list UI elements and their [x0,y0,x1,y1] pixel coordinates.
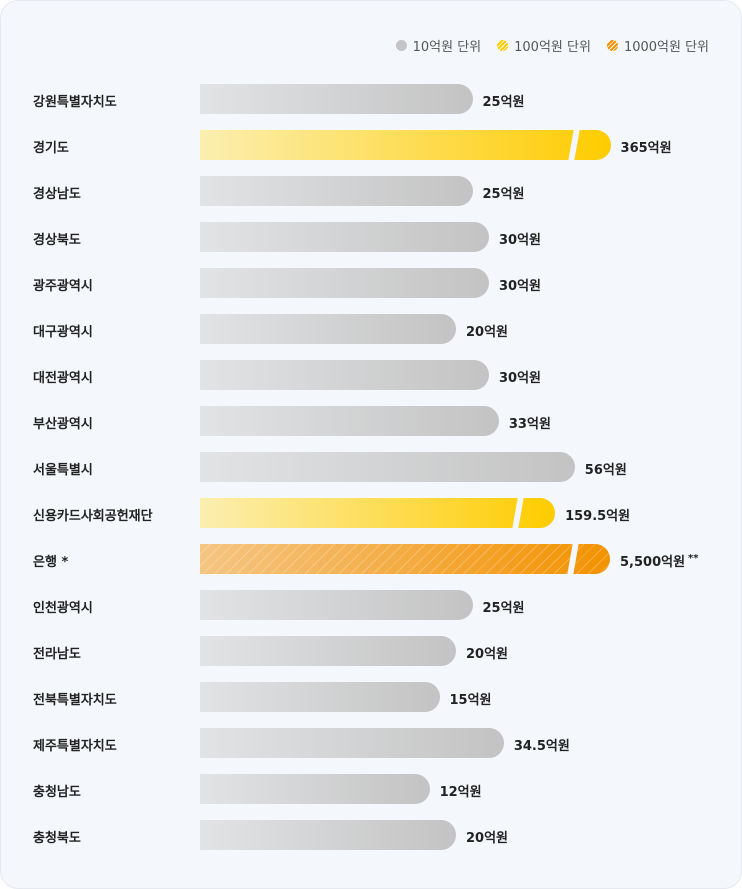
bar-row: 전북특별자치도 15억원 [1,682,741,712]
bar-row: 대구광역시 20억원 [1,314,741,344]
value-label: 12억원 [439,785,482,800]
bar-row: 경상남도 25억원 [1,176,741,206]
bar-row: 경상북도 30억원 [1,222,741,252]
bar-row: 광주광역시 30억원 [1,268,741,298]
bar [200,360,489,390]
category-label: 광주광역시 [33,279,93,294]
value-label: 30억원 [499,371,542,386]
legend-swatch [395,40,407,51]
category-label: 충청남도 [33,785,81,800]
bar [200,590,473,620]
bar-row: 은행 * 5,500억원 ** [1,542,741,576]
axis-break [567,542,579,576]
category-label: 제주특별자치도 [33,739,117,754]
value-label: 20억원 [466,325,509,340]
axis-break [567,128,580,162]
bar [200,84,473,114]
value-label: 20억원 [466,831,509,846]
value-label: 5,500억원 ** [620,552,699,570]
bar [200,406,499,436]
bar [200,176,473,206]
legend-label: 1000억원 단위 [623,40,709,55]
bar [200,452,575,482]
legend-swatch [606,40,618,51]
category-label: 은행 * [33,555,69,570]
category-label: 경상남도 [33,187,81,202]
bar [200,496,556,530]
bar [200,636,456,666]
value-label: 33억원 [508,417,551,432]
category-label: 서울특별시 [33,463,93,478]
bar [200,820,456,850]
category-label: 신용카드사회공헌재단 [33,509,153,524]
legend-item: 1000억원 단위 [606,36,709,55]
bar-row: 신용카드사회공헌재단 159.5억원 [1,496,741,530]
bar-row: 충청북도 20억원 [1,820,741,850]
bar [200,222,489,252]
value-label: 25억원 [482,187,525,202]
bar-row: 제주특별자치도 34.5억원 [1,728,741,758]
bar [200,268,489,298]
value-label: 15억원 [449,693,492,708]
bar-row: 대전광역시 30억원 [1,360,741,390]
category-label: 경기도 [33,141,69,156]
category-label: 경상북도 [33,233,81,248]
value-label: 56억원 [584,463,627,478]
category-label: 충청북도 [33,831,81,846]
legend-label: 100억원 단위 [514,40,591,55]
value-label: 25억원 [482,95,525,110]
category-label: 대구광역시 [33,325,93,340]
bar [200,314,456,344]
category-label: 대전광역시 [33,371,93,386]
value-label: 25억원 [482,601,525,616]
category-label: 전북특별자치도 [33,693,117,708]
value-label: 30억원 [499,233,542,248]
bar [200,682,440,712]
bar [200,542,610,576]
legend: 10억원 단위 100억원 단위 1000억원 단위 [395,36,709,55]
value-label: 365억원 [620,141,672,156]
value-label: 34.5억원 [513,739,570,754]
bar-row: 인천광역시 25억원 [1,590,741,620]
value-label: 159.5억원 [565,509,631,524]
bar-row: 부산광역시 33억원 [1,406,741,436]
category-label: 전라남도 [33,647,81,662]
bar-row: 강원특별자치도 25억원 [1,84,741,114]
bar-row: 서울특별시 56억원 [1,452,741,482]
bar-row: 충청남도 12억원 [1,774,741,804]
axis-break [512,496,525,530]
bar [200,128,611,162]
legend-item: 100억원 단위 [497,36,591,55]
bar-row: 경기도 365억원 [1,128,741,162]
category-label: 인천광역시 [33,601,93,616]
legend-item: 10억원 단위 [395,36,482,55]
value-label: 20억원 [466,647,509,662]
legend-swatch [497,40,509,51]
bar [200,774,430,804]
bar-row: 전라남도 20억원 [1,636,741,666]
bar [200,728,504,758]
legend-label: 10억원 단위 [412,40,482,55]
category-label: 부산광역시 [33,417,93,432]
value-label: 30억원 [499,279,542,294]
category-label: 강원특별자치도 [33,95,117,110]
